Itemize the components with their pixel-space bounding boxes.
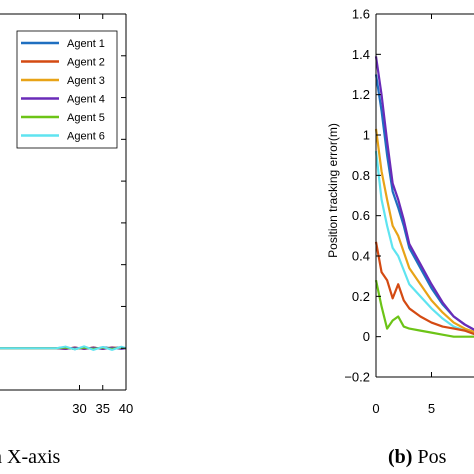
panel-a-x-ticks: 30 35 40 <box>72 13 133 416</box>
legend-label-3: Agent 3 <box>67 75 105 87</box>
legend-label-1: Agent 1 <box>67 38 105 50</box>
panel-b-y-tick-label: 0.2 <box>352 289 370 304</box>
caption-b: (b) Pos <box>388 446 447 468</box>
legend-label-5: Agent 5 <box>67 112 105 124</box>
panel-a-x-tick-label: 35 <box>96 401 110 416</box>
panel-b-series-line-3 <box>374 128 474 334</box>
legend-label-2: Agent 2 <box>67 57 105 69</box>
panel-b-y-tick-label: 1 <box>363 128 370 143</box>
panel-b-y-tick-label: −0.2 <box>344 370 370 385</box>
y-axis-label: Position tracking error(m) <box>326 123 340 258</box>
panel-a-x-tick-label: 30 <box>72 401 86 416</box>
legend-label-6: Agent 6 <box>67 131 105 143</box>
panel-b-y-tick-label: 1.4 <box>352 47 370 62</box>
legend-label-4: Agent 4 <box>67 94 105 106</box>
legend-box <box>16 30 118 149</box>
legend: Agent 1 Agent 2 Agent 3 Agent 4 Agent 5 Agent… <box>16 30 118 149</box>
caption-b-text: Pos <box>412 446 446 468</box>
panel-b-series-line-4 <box>374 56 474 331</box>
panel-b-series <box>374 56 474 338</box>
panel-a-series-line-6 <box>0 345 127 351</box>
panel-a-series <box>0 345 127 351</box>
panel-b-y-tick-label: 1.6 <box>352 7 370 22</box>
panel-b-series-line-5 <box>374 279 474 338</box>
panel-b-y-tick-label: 0.8 <box>352 168 370 183</box>
caption-b-label: (b) <box>388 446 412 468</box>
panel-b-y-tick-label: 0.4 <box>352 249 370 264</box>
panel-b-x-tick-label: 5 <box>428 401 435 416</box>
panel-b-series-line-2 <box>374 241 474 336</box>
panel-a-axes <box>0 13 127 391</box>
caption-a: n X-axis <box>0 446 61 468</box>
panel-b-y-tick-label: 1.2 <box>352 87 370 102</box>
panel-b-y-ticks: −0.2 0 0.2 0.4 0.6 0.8 1 1.2 1.4 1.6 <box>344 7 381 385</box>
panel-a-x-tick-label: 40 <box>119 401 133 416</box>
panel-b-x-tick-label: 0 <box>372 401 379 416</box>
panel-b-y-tick-label: 0 <box>363 329 370 344</box>
panel-b-y-tick-label: 0.6 <box>352 208 370 223</box>
